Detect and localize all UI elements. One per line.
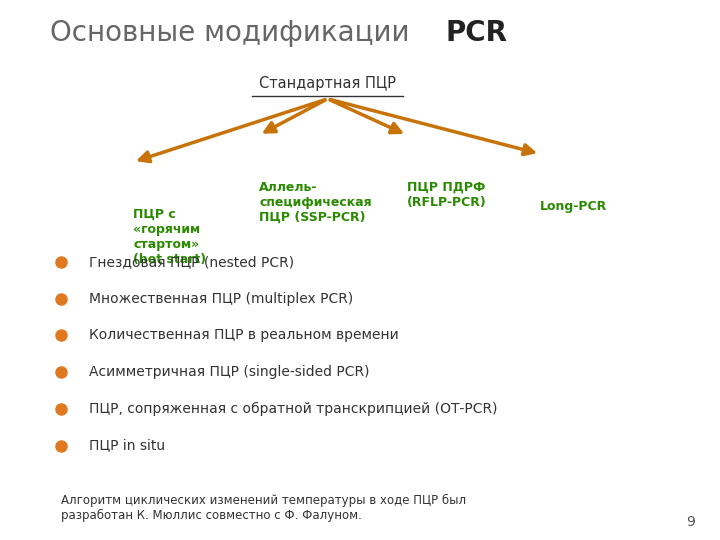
Text: Множественная ПЦР (multiplex PCR): Множественная ПЦР (multiplex PCR) bbox=[89, 292, 353, 306]
Text: Асимметричная ПЦР (single-sided PCR): Асимметричная ПЦР (single-sided PCR) bbox=[89, 365, 369, 379]
Text: ПЦР in situ: ПЦР in situ bbox=[89, 438, 165, 453]
Text: Гнездовая ПЦР (nested PCR): Гнездовая ПЦР (nested PCR) bbox=[89, 255, 294, 269]
Text: Аллель-
специфическая
ПЦР (SSP-PCR): Аллель- специфическая ПЦР (SSP-PCR) bbox=[259, 181, 372, 224]
Text: PCR: PCR bbox=[446, 19, 508, 47]
Text: 9: 9 bbox=[686, 515, 695, 529]
Text: ПЦР, сопряженная с обратной транскрипцией (ОТ-PCR): ПЦР, сопряженная с обратной транскрипцие… bbox=[89, 402, 497, 416]
Text: ПЦР ПДРФ
(RFLP-PCR): ПЦР ПДРФ (RFLP-PCR) bbox=[407, 181, 487, 209]
Text: ПЦР с
«горячим
стартом»
(hot start): ПЦР с «горячим стартом» (hot start) bbox=[133, 208, 207, 266]
Text: Основные модификации: Основные модификации bbox=[50, 19, 419, 47]
Text: Стандартная ПЦР: Стандартная ПЦР bbox=[259, 76, 396, 91]
Text: Количественная ПЦР в реальном времени: Количественная ПЦР в реальном времени bbox=[89, 328, 398, 342]
Text: Алгоритм циклических изменений температуры в ходе ПЦР был
разработан К. Мюллис с: Алгоритм циклических изменений температу… bbox=[61, 494, 467, 522]
Text: Long-PCR: Long-PCR bbox=[540, 200, 607, 213]
